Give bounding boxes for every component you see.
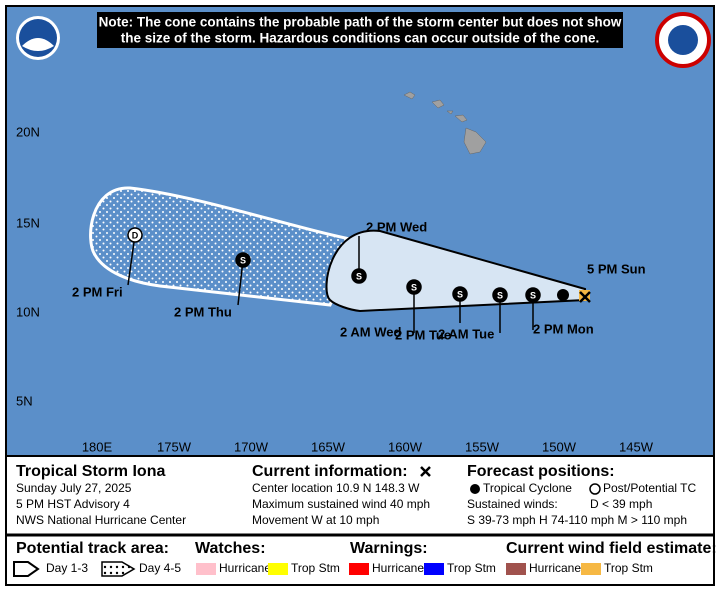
nws-logo <box>655 12 711 68</box>
swatch <box>349 563 369 575</box>
lat-label: 10N <box>16 304 40 319</box>
lon-label: 155W <box>465 439 500 454</box>
lat-label: 20N <box>16 124 40 139</box>
leader-line <box>127 234 136 286</box>
lat-label: 5N <box>16 393 33 408</box>
wind-title: Current wind field estimate: <box>506 540 717 557</box>
swatch <box>581 563 601 575</box>
point-marker: S <box>530 290 536 300</box>
track-point <box>127 227 143 243</box>
warn-hurricane: Hurricane <box>372 561 424 575</box>
current-title: Current information: <box>252 463 408 480</box>
track-point <box>557 289 569 301</box>
tc-symbol <box>470 484 480 494</box>
tc-label: Tropical Cyclone <box>483 481 572 495</box>
watch-ts: Trop Stm <box>291 561 340 575</box>
wind-ts: Trop Stm <box>604 561 653 575</box>
advisory: 5 PM HST Advisory 4 <box>16 497 130 511</box>
lon-label: 170W <box>234 439 269 454</box>
lon-label: 165W <box>311 439 346 454</box>
swatch <box>506 563 526 575</box>
day13-label: Day 1-3 <box>46 561 88 575</box>
d-scale: D < 39 mph <box>590 497 652 511</box>
point-marker: D <box>132 230 139 240</box>
track-point <box>406 279 422 295</box>
lat-label: 15N <box>16 215 40 230</box>
sustained: Sustained winds: <box>467 497 558 511</box>
current-movement: Movement W at 10 mph <box>252 513 379 527</box>
watches-title: Watches: <box>195 540 266 557</box>
post-label: Post/Potential TC <box>603 481 696 495</box>
lon-label: 150W <box>542 439 577 454</box>
note: the size of the storm. Hazardous conditi… <box>121 31 600 46</box>
noaa-logo <box>16 16 60 60</box>
forecast-title: Forecast positions: <box>467 463 615 480</box>
watch-hurricane: Hurricane <box>219 561 271 575</box>
cone-day13 <box>325 229 586 313</box>
time-label: 5 PM Sun <box>587 261 646 276</box>
lon-label: 145W <box>619 439 654 454</box>
track-point <box>492 287 508 303</box>
track-point <box>351 268 367 284</box>
warnings-title: Warnings: <box>350 540 428 557</box>
wind-hurricane: Hurricane <box>529 561 581 575</box>
date: Sunday July 27, 2025 <box>16 481 132 495</box>
point-marker: S <box>240 255 246 265</box>
track-title: Potential track area: <box>16 540 169 557</box>
day45-icon <box>101 561 136 577</box>
current-wind: Maximum sustained wind 40 mph <box>252 497 430 511</box>
lon-label: 175W <box>157 439 192 454</box>
note-box <box>97 12 623 48</box>
islands <box>403 91 487 155</box>
time-label: 2 PM Mon <box>533 321 594 336</box>
current-location: Center location 10.9 N 148.3 W <box>252 481 420 495</box>
point-marker: S <box>457 289 463 299</box>
center: NWS National Hurricane Center <box>16 513 186 527</box>
time-label: 2 PM Tue <box>395 327 451 342</box>
time-label: 2 PM Wed <box>366 219 427 234</box>
point-marker: S <box>356 271 362 281</box>
warn-ts: Trop Stm <box>447 561 496 575</box>
swatch <box>196 563 216 575</box>
swatch <box>268 563 288 575</box>
time-label: 2 AM Wed <box>340 324 401 339</box>
cone-day45 <box>89 186 363 307</box>
wind-scale: S 39-73 mph H 74-110 mph M > 110 mph <box>467 513 687 527</box>
current-position <box>579 291 591 303</box>
frame <box>5 5 715 586</box>
track-point <box>452 286 468 302</box>
lon-label: 180E <box>82 439 113 454</box>
swatch <box>424 563 444 575</box>
day13-icon <box>13 561 40 577</box>
time-label: 2 PM Thu <box>174 304 232 319</box>
lon-label: 160W <box>388 439 423 454</box>
day45-label: Day 4-5 <box>139 561 181 575</box>
track-point <box>235 252 251 268</box>
note: Note: The cone contains the probable pat… <box>99 15 622 30</box>
storm-name: Tropical Storm Iona <box>16 463 165 480</box>
time-label: 2 AM Tue <box>438 326 494 341</box>
track-point <box>525 287 541 303</box>
post-symbol <box>589 483 601 495</box>
time-label: 2 PM Fri <box>72 284 123 299</box>
current-symbol <box>420 466 431 477</box>
point-marker: S <box>497 290 503 300</box>
point-marker: S <box>411 282 417 292</box>
